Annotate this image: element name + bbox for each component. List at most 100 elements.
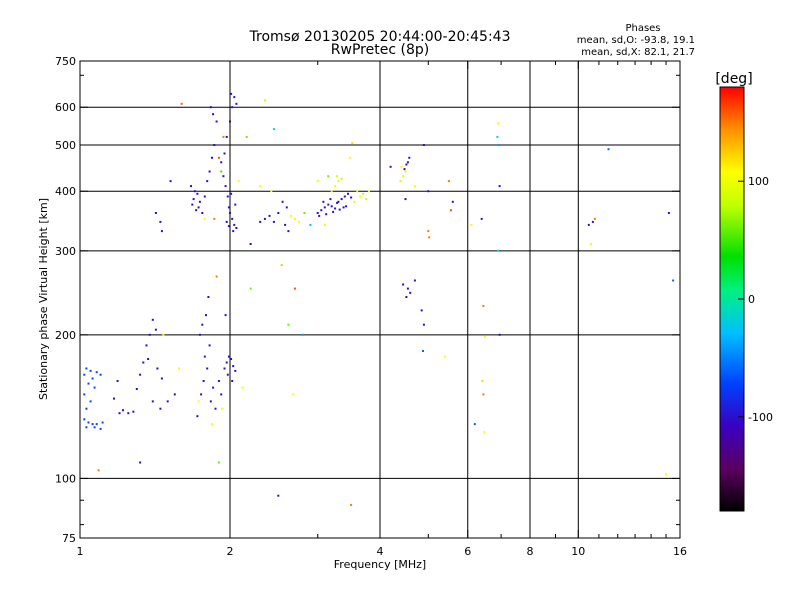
x-tick-label: 10 [571,545,585,558]
data-point [173,393,176,396]
data-point [211,423,213,426]
data-point [234,369,237,372]
data-point [351,141,354,144]
data-point [83,373,86,376]
data-point [196,192,199,195]
data-point [422,144,425,146]
data-point [225,135,228,138]
data-point [89,400,92,403]
data-point [427,190,430,193]
data-point [230,192,233,195]
data-point [203,195,206,198]
colorbar-ticks: 100 0 -100 [738,175,773,424]
data-point [399,180,402,183]
data-point [362,192,365,195]
data-point [213,217,216,220]
data-point [330,190,333,193]
data-point [249,243,252,245]
data-point [83,393,86,396]
data-point [316,212,319,214]
data-point [287,323,290,326]
x-tick-label: 6 [464,545,471,558]
data-point [343,195,346,198]
data-point [293,287,296,290]
data-point [277,494,280,497]
data-point [229,120,231,123]
y-tick-label: 600 [55,101,76,114]
data-point [198,200,201,203]
data-point [95,423,98,426]
x-tick-label: 1 [77,545,84,558]
data-point [220,161,223,164]
data-point [332,210,335,213]
data-point [232,365,235,368]
data-point [195,209,198,212]
data-point [201,323,204,326]
data-point [99,373,102,376]
data-point [347,192,349,195]
data-point [220,393,223,396]
data-point [408,156,411,159]
data-point [350,196,353,199]
x-axis-label: Frequency [MHz] [334,558,426,571]
data-point [223,152,226,155]
data-point [206,180,209,183]
data-point [498,185,501,188]
colorbar-tick-label: -100 [748,411,773,424]
data-point [672,279,675,282]
data-point [270,190,273,193]
data-point [122,409,124,412]
y-tick-label: 75 [62,532,76,545]
data-point [482,304,485,307]
data-point [309,223,312,226]
data-point [197,400,200,403]
data-point [322,200,325,203]
data-point [340,198,343,201]
data-point [192,198,195,201]
data-point [329,198,332,201]
data-point [221,407,224,410]
data-point [665,473,667,476]
data-point [229,212,231,214]
data-point [365,198,367,201]
data-point [284,223,287,226]
data-point [169,180,172,183]
data-point [205,314,207,317]
data-point [233,223,236,226]
data-point [233,96,236,99]
data-points [83,92,675,506]
data-point [154,212,157,214]
data-point [667,212,670,214]
data-point [473,423,476,426]
data-point [272,128,275,131]
data-point [337,180,340,183]
data-point [222,175,225,178]
data-point [498,333,501,336]
data-point [83,418,86,421]
data-point [113,397,115,400]
data-point [223,367,226,370]
y-tick-label: 400 [55,185,76,198]
data-point [91,423,94,426]
data-point [127,412,130,415]
data-point [222,135,225,138]
data-point [449,209,452,212]
data-point [334,185,337,188]
grid-lines [80,61,680,538]
data-point [208,344,211,347]
data-point [323,206,326,209]
data-point [231,217,234,220]
data-point [409,291,412,294]
data-point [180,102,183,105]
data-point [497,122,499,125]
chart-title-line1: Tromsø 20130205 20:44:00-20:45:43 [249,29,511,45]
data-point [132,410,135,413]
data-point [201,212,204,214]
data-point [224,185,227,188]
data-point [162,333,165,336]
data-point [234,203,237,206]
data-point [85,367,88,370]
data-point [403,168,406,171]
data-point [359,195,362,198]
data-point [422,323,425,326]
